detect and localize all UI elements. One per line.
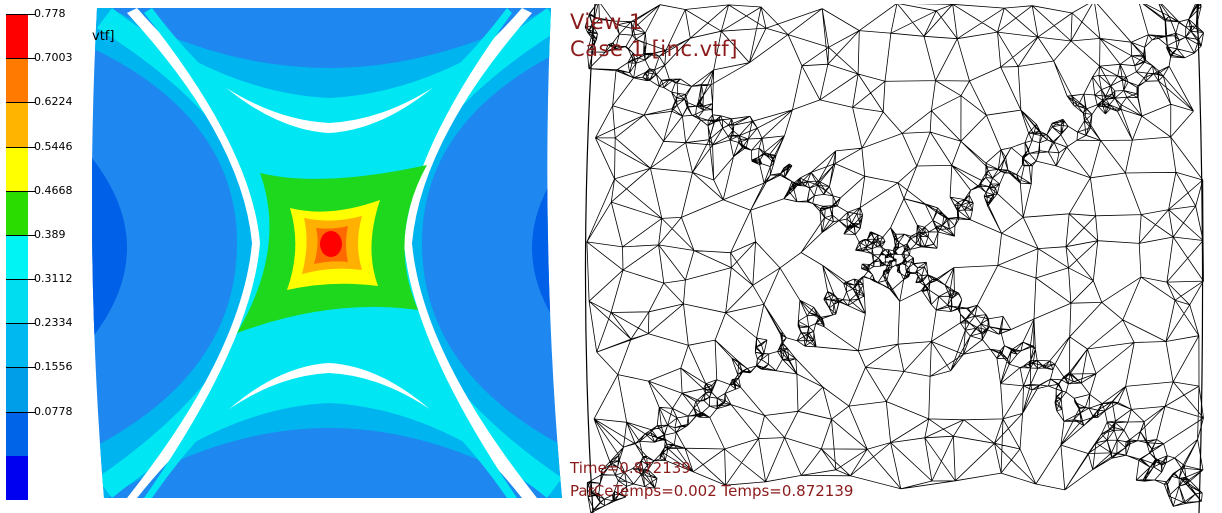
legend-label: 0.389 [34,227,66,241]
contour-side-left [92,158,127,338]
legend-label: 0.4668 [34,183,73,197]
legend-tick [6,367,36,369]
legend-swatch [6,234,28,280]
legend-tick [6,279,36,281]
case-label: Case 1 [inc.vtf] [570,37,738,61]
legend-tick [6,234,36,236]
legend-swatch [6,323,28,368]
legend-swatch [6,190,28,235]
legend-swatch [6,455,28,500]
legend-swatch [6,14,28,59]
legend-tick [6,14,36,15]
legend-label: 0.7003 [34,51,73,65]
parce-temps-label: ParCeTemps=0.002 Temps=0.872139 [570,482,854,500]
legend-label: 0.6224 [34,95,73,109]
legend-swatch [6,146,28,191]
legend-swatch [6,279,28,324]
legend-label: 0.1556 [34,360,73,374]
legend-tick [6,146,36,148]
contour-red-core [320,231,342,257]
mesh-view [567,4,1222,513]
legend-label: 0.0778 [34,404,73,418]
legend-label: 0.778 [34,7,66,20]
legend-label: 0.5446 [34,139,73,153]
legend-label: 0.2334 [34,316,73,330]
color-legend: 0.778 0.7003 0.6224 0.5446 0.4668 0.389 0.3112… [0,0,92,513]
legend-tick [6,102,36,104]
mesh-left-edge [584,4,596,513]
triangle-mesh [584,4,1204,513]
partial-case-text: vtf] [92,29,114,44]
legend-label: 0.3112 [34,272,73,286]
view-label: View 1 [570,10,643,34]
legend-tick [6,323,36,325]
legend-swatch [6,102,28,147]
legend-tick [6,190,36,192]
legend-tick [6,58,36,60]
contour-plot-view: vtf] [92,8,563,498]
time-label: Time=0.872139 [570,459,691,477]
legend-swatch [6,367,28,412]
legend-swatch [6,411,28,456]
legend-tick [6,411,36,413]
mesh-right-edge [1196,4,1204,513]
mesh-edges [584,4,1204,513]
legend-swatch [6,58,28,103]
